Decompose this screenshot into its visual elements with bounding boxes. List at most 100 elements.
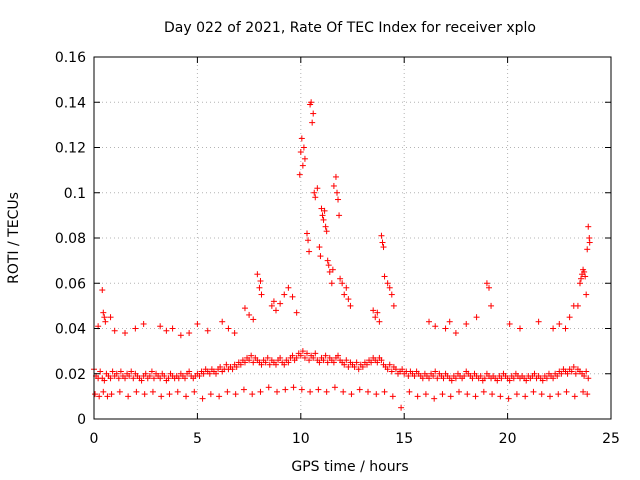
data-point — [585, 375, 592, 382]
y-tick-labels: 0 0.02 0.04 0.06 0.08 0.1 0.12 0.14 0.16 — [55, 50, 86, 428]
data-point — [250, 316, 257, 323]
data-point — [149, 388, 156, 395]
data-point — [488, 302, 495, 309]
data-point — [266, 361, 273, 368]
data-point — [461, 373, 468, 380]
data-point — [341, 291, 348, 298]
data-point — [122, 330, 129, 337]
data-point — [177, 332, 184, 339]
data-point — [237, 361, 244, 368]
data-point — [330, 359, 337, 366]
data-point — [331, 384, 338, 391]
data-point — [513, 391, 520, 398]
data-point — [431, 395, 438, 402]
data-point — [386, 361, 393, 368]
data-point — [324, 359, 331, 366]
data-point — [277, 300, 284, 307]
data-point — [274, 388, 281, 395]
data-point — [241, 305, 248, 312]
data-point — [262, 359, 269, 366]
data-point — [336, 212, 343, 219]
data-point — [318, 205, 325, 212]
data-point — [140, 320, 147, 327]
data-point — [289, 352, 296, 359]
data-point — [323, 228, 330, 235]
data-point — [574, 302, 581, 309]
data-point — [582, 273, 589, 280]
data-point — [219, 318, 226, 325]
data-point — [365, 388, 372, 395]
data-point — [517, 325, 524, 332]
data-point — [254, 271, 261, 278]
data-point — [439, 391, 446, 398]
data-point — [248, 352, 255, 359]
data-point — [246, 311, 253, 318]
data-point — [272, 361, 279, 368]
data-point — [335, 352, 342, 359]
data-point — [510, 375, 517, 382]
data-point — [126, 373, 133, 380]
data-point — [100, 388, 107, 395]
data-point — [100, 309, 107, 316]
data-point — [282, 386, 289, 393]
data-point — [399, 366, 406, 373]
data-point — [268, 302, 275, 309]
data-point — [480, 388, 487, 395]
data-point — [157, 375, 164, 382]
data-point — [374, 359, 381, 366]
data-point — [341, 361, 348, 368]
data-point — [229, 366, 236, 373]
data-point — [378, 357, 385, 364]
data-point — [372, 314, 379, 321]
data-point — [414, 393, 421, 400]
y-tick-label: 0.12 — [55, 141, 86, 157]
data-point — [104, 393, 111, 400]
data-point — [440, 375, 447, 382]
data-point — [309, 119, 316, 126]
data-point — [506, 320, 513, 327]
y-tick-label: 0.02 — [55, 367, 86, 383]
data-point — [312, 350, 319, 357]
data-point — [175, 375, 182, 382]
data-point — [310, 354, 317, 361]
data-point — [101, 314, 108, 321]
data-point — [102, 318, 109, 325]
data-point — [578, 275, 585, 282]
data-point — [405, 373, 412, 380]
data-point — [285, 359, 292, 366]
data-point — [174, 388, 181, 395]
data-point — [305, 237, 312, 244]
data-point — [231, 330, 238, 337]
data-point — [321, 207, 328, 214]
data-point — [447, 393, 454, 400]
data-point — [107, 314, 114, 321]
data-point — [163, 327, 170, 334]
data-point — [293, 309, 300, 316]
data-point — [133, 388, 140, 395]
x-tick-label: 20 — [499, 431, 517, 447]
data-point — [310, 110, 317, 117]
data-point — [419, 375, 426, 382]
data-point — [300, 144, 307, 151]
data-point — [299, 162, 306, 169]
data-point — [277, 354, 284, 361]
data-point — [306, 357, 313, 364]
data-point — [434, 375, 441, 382]
data-point — [546, 393, 553, 400]
data-point — [432, 368, 439, 375]
data-point — [165, 375, 172, 382]
data-point — [343, 357, 350, 364]
data-point — [483, 280, 490, 287]
data-point — [333, 189, 340, 196]
data-point — [558, 370, 565, 377]
data-point — [150, 375, 157, 382]
x-tick-label: 0 — [90, 431, 99, 447]
y-tick-label: 0.04 — [55, 322, 86, 338]
data-point — [337, 275, 344, 282]
data-point — [464, 391, 471, 398]
x-tick-label: 15 — [395, 431, 413, 447]
data-point — [388, 291, 395, 298]
data-point — [523, 377, 530, 384]
data-point — [543, 375, 550, 382]
data-point — [378, 232, 385, 239]
